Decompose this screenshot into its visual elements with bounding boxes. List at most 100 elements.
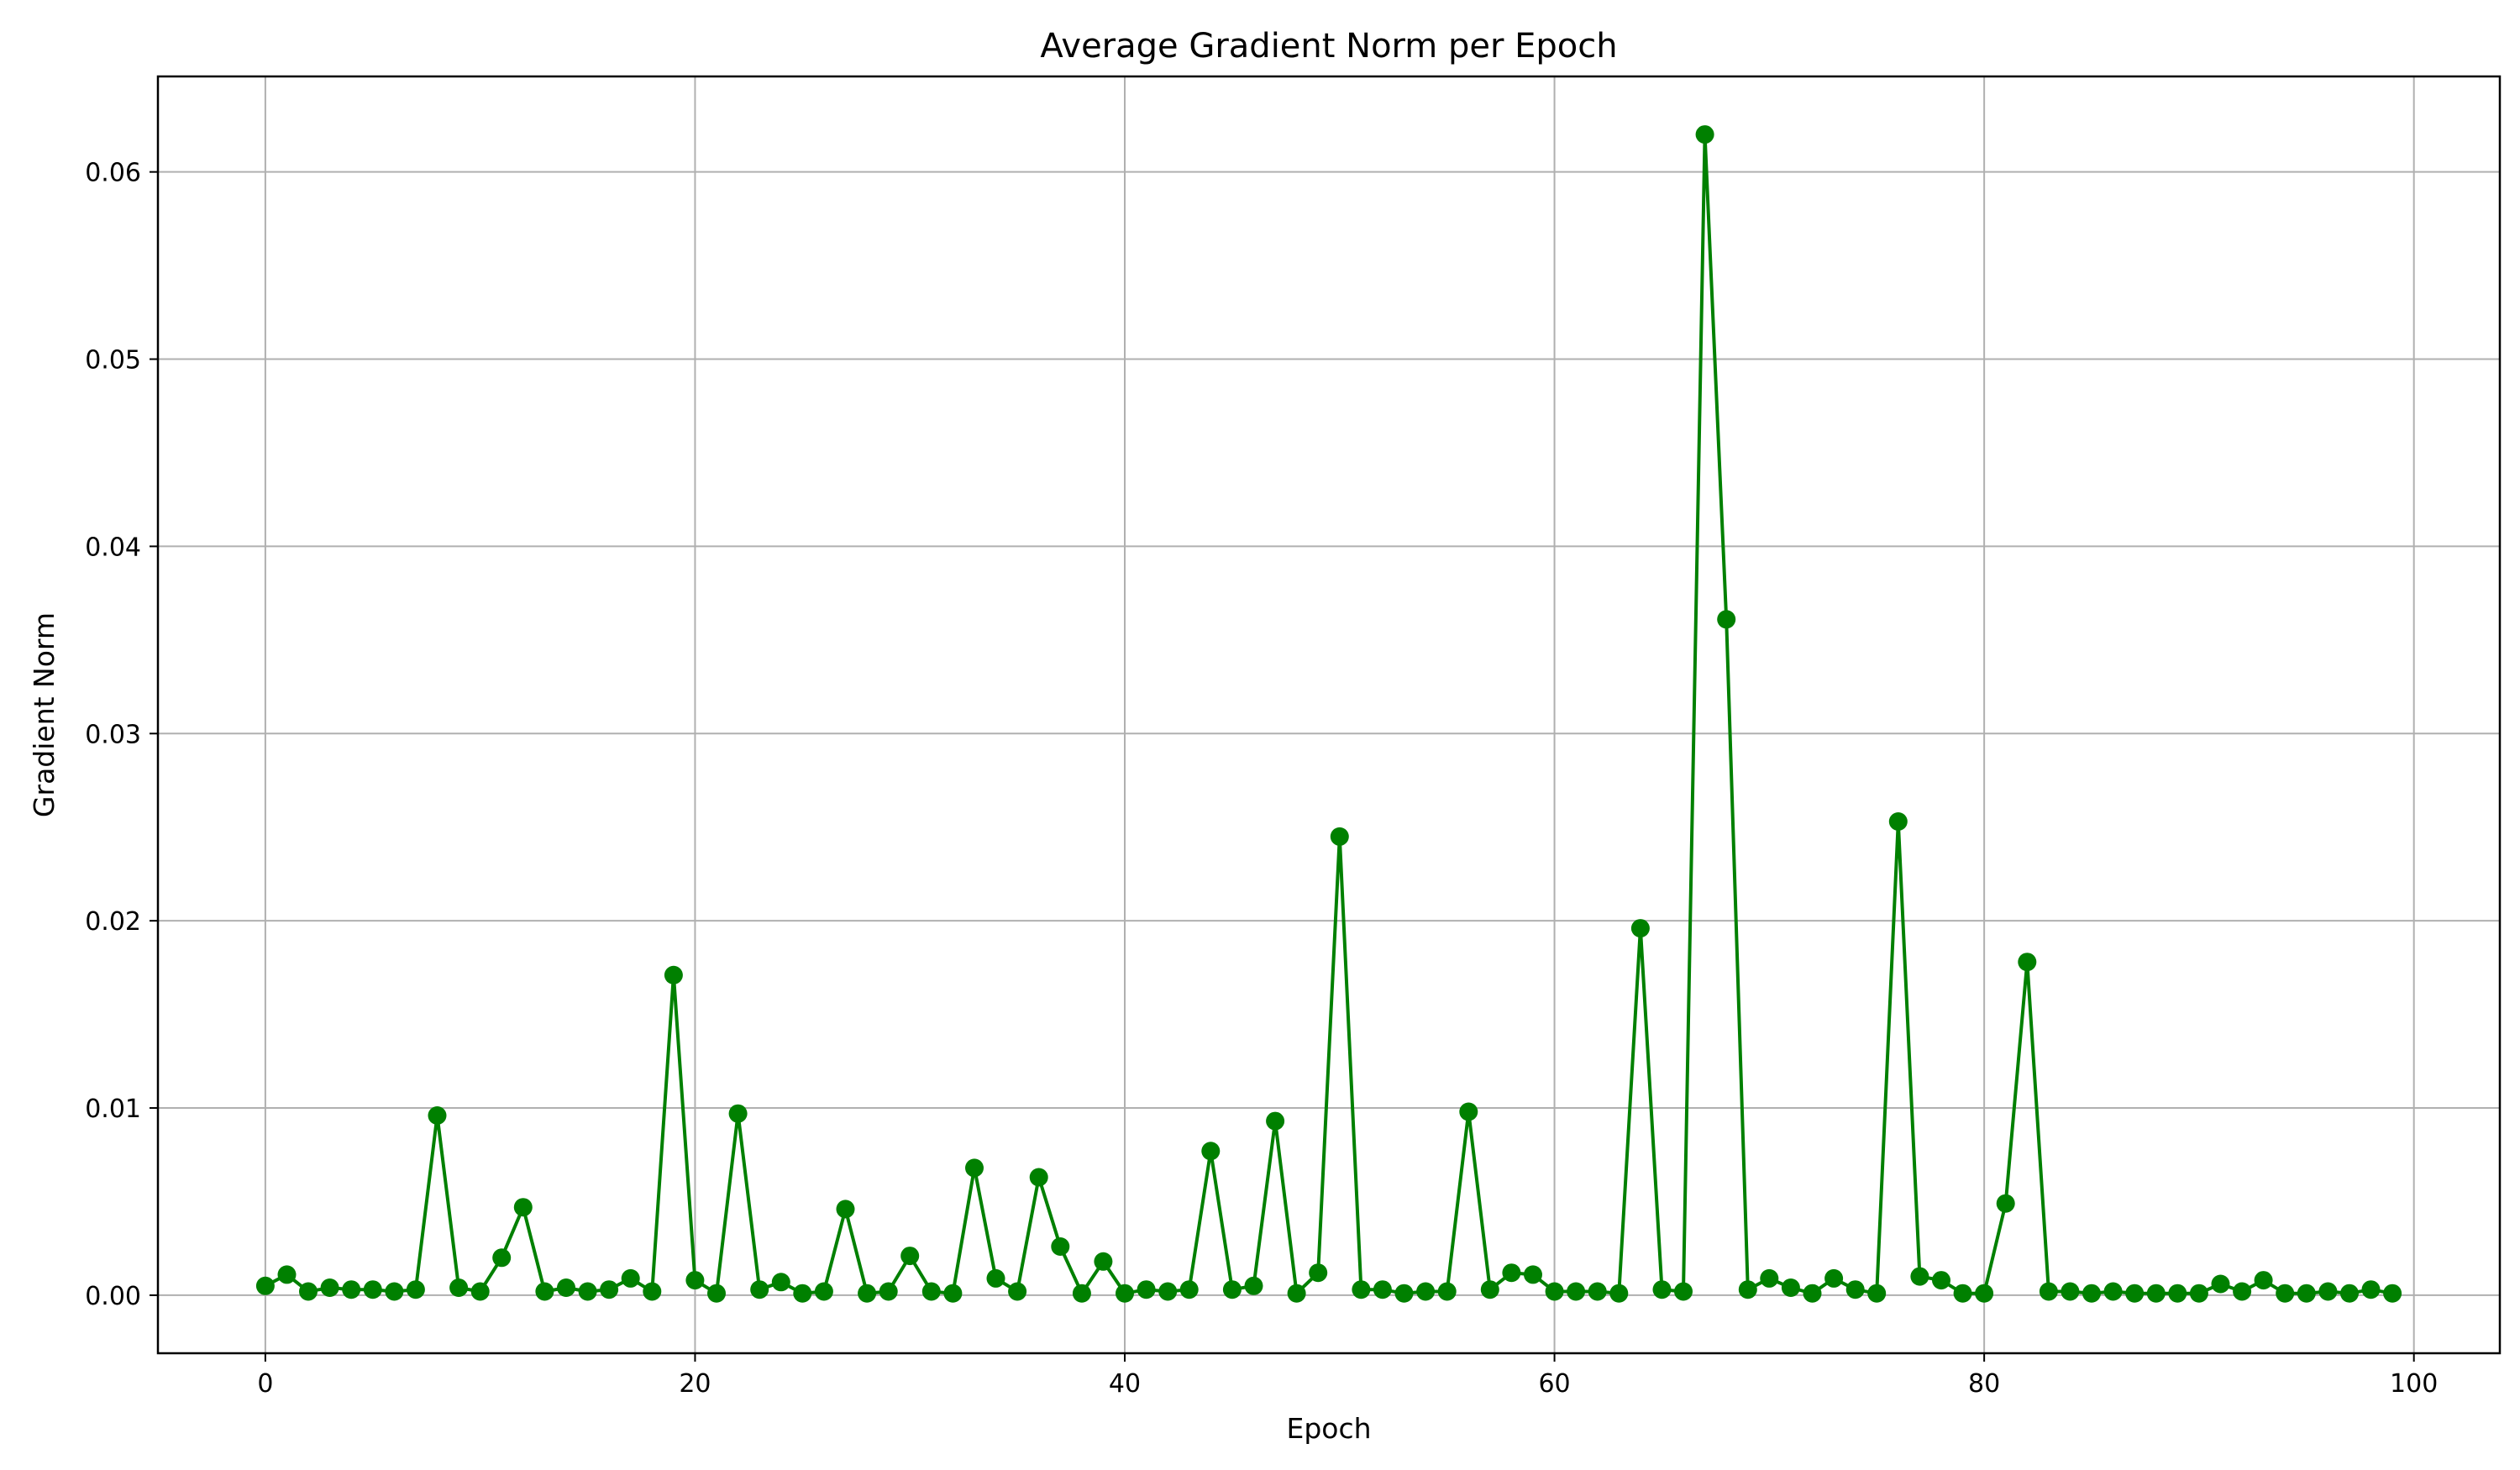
data-point [2297, 1284, 2316, 1303]
data-point [385, 1282, 404, 1301]
y-tick-label: 0.05 [85, 346, 141, 375]
data-point [2318, 1282, 2338, 1301]
x-tick-label: 60 [1538, 1369, 1570, 1399]
data-point [428, 1106, 447, 1125]
data-point [1630, 919, 1650, 938]
x-tick-label: 0 [257, 1369, 273, 1399]
data-point [535, 1282, 554, 1301]
data-point [1867, 1284, 1887, 1303]
data-point [1244, 1276, 1263, 1295]
data-point [1008, 1282, 1027, 1301]
data-point [2168, 1284, 2187, 1303]
plot-area-frame [156, 75, 2502, 1355]
data-point [1888, 812, 1908, 831]
y-tick-label: 0.03 [85, 720, 141, 749]
data-point [2340, 1284, 2359, 1303]
data-point [621, 1268, 640, 1288]
data-point [1373, 1280, 1392, 1299]
data-point [1094, 1252, 1113, 1271]
data-point [2039, 1282, 2058, 1301]
y-tick-label: 0.02 [85, 907, 141, 937]
data-point [1330, 827, 1349, 846]
data-point [1352, 1280, 1371, 1299]
data-point [1545, 1282, 1564, 1301]
y-axis-ticks: 0.00 0.01 0.02 0.03 0.04 0.05 0.06 [85, 159, 158, 1311]
data-point [1072, 1284, 1091, 1303]
data-point [965, 1158, 984, 1178]
data-point [879, 1282, 898, 1301]
data-point [921, 1282, 941, 1301]
data-point [2211, 1274, 2230, 1294]
data-point [1695, 125, 1714, 144]
data-point [1975, 1284, 1994, 1303]
data-point [1222, 1280, 1242, 1299]
data-point [1459, 1102, 1478, 1121]
data-point [836, 1200, 855, 1219]
data-point [1824, 1268, 1844, 1288]
data-point [1437, 1282, 1457, 1301]
data-point [2361, 1280, 2381, 1299]
data-point [643, 1282, 662, 1301]
data-point [2061, 1282, 2080, 1301]
data-point [858, 1284, 877, 1303]
data-point [449, 1278, 469, 1297]
data-point [406, 1280, 425, 1299]
data-point [1524, 1265, 1542, 1284]
data-point [1416, 1282, 1436, 1301]
data-point [1051, 1237, 1070, 1256]
data-point [1287, 1284, 1306, 1303]
data-point [1803, 1284, 1822, 1303]
data-point [943, 1284, 963, 1303]
data-point [2082, 1284, 2101, 1303]
x-tick-label: 100 [2390, 1369, 2438, 1399]
y-tick-label: 0.00 [85, 1282, 141, 1311]
data-point [1953, 1284, 1972, 1303]
data-point [299, 1282, 318, 1301]
y-tick-label: 0.01 [85, 1095, 141, 1124]
data-point [1116, 1284, 1134, 1303]
data-point [320, 1278, 339, 1297]
y-axis-label: Gradient Norm [28, 612, 60, 817]
data-point [1137, 1280, 1156, 1299]
data-point [277, 1265, 297, 1284]
data-point [1567, 1282, 1586, 1301]
data-point [814, 1282, 833, 1301]
data-point [1179, 1280, 1199, 1299]
x-axis-label: Epoch [1286, 1412, 1371, 1445]
data-point [1609, 1284, 1629, 1303]
data-point [1932, 1271, 1950, 1290]
data-point [685, 1271, 705, 1290]
data-point [2146, 1284, 2166, 1303]
data-point [2233, 1282, 2252, 1301]
data-point [1652, 1280, 1672, 1299]
data-point [1845, 1280, 1865, 1299]
data-point [1717, 610, 1736, 629]
data-point [1760, 1268, 1779, 1288]
data-point [793, 1284, 812, 1303]
data-point [986, 1268, 1005, 1288]
data-point [750, 1280, 769, 1299]
x-axis-ticks: 0 20 40 60 80 100 [257, 1353, 2438, 1399]
data-point [1588, 1282, 1607, 1301]
data-point [578, 1282, 597, 1301]
data-point [707, 1284, 726, 1303]
y-tick-label: 0.06 [85, 159, 141, 188]
data-point [1738, 1280, 1757, 1299]
data-point [2125, 1284, 2145, 1303]
data-point [2254, 1271, 2273, 1290]
data-point [1781, 1278, 1800, 1297]
data-point [1309, 1263, 1328, 1283]
data-point [1480, 1280, 1499, 1299]
data-point [557, 1278, 575, 1297]
x-tick-label: 20 [679, 1369, 711, 1399]
data-point [492, 1248, 512, 1268]
data-point [600, 1280, 619, 1299]
data-point [1394, 1284, 1414, 1303]
data-point [2276, 1284, 2295, 1303]
data-point [664, 965, 683, 984]
data-point [1910, 1267, 1929, 1286]
chart-title: Average Gradient Norm per Epoch [1040, 27, 1617, 66]
data-point [2383, 1284, 2402, 1303]
x-tick-label: 80 [1968, 1369, 2000, 1399]
